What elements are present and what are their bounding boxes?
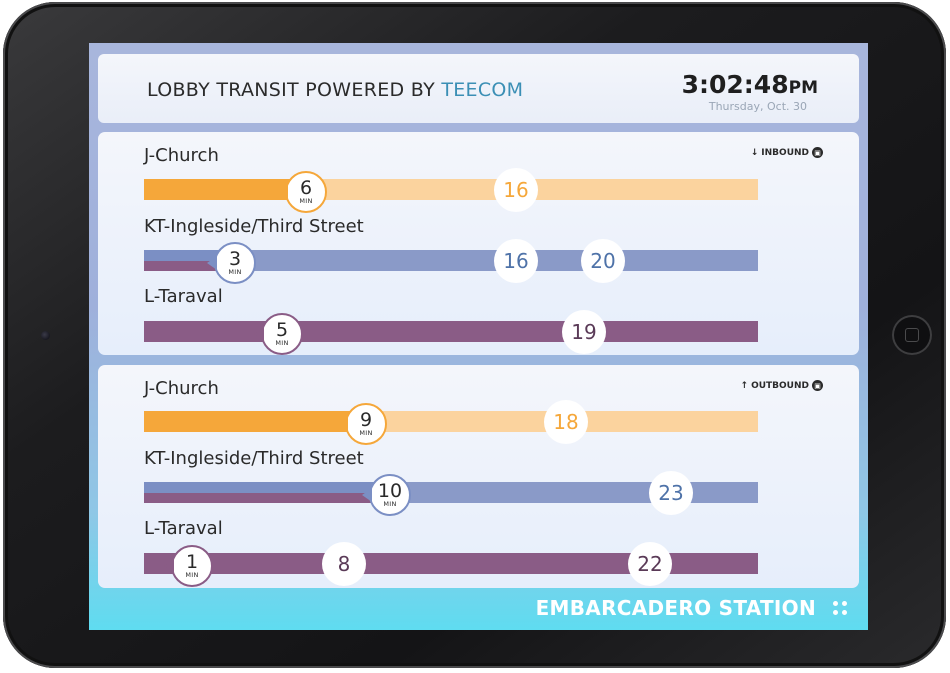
track-progress: [144, 179, 298, 200]
date-label: Thursday, Oct. 30: [708, 100, 807, 113]
clock-ampm: PM: [788, 78, 818, 98]
arrival-minutes: 20: [590, 248, 616, 273]
next-arrival-badge[interactable]: 10 MIN: [362, 473, 411, 516]
screen: LOBBY TRANSIT POWERED BY TEECOM 3:02:48P…: [89, 43, 868, 630]
later-arrival-badge[interactable]: 8: [322, 541, 366, 586]
inbound-panel: ↓ INBOUND ▣ J-Church 6 MIN 16 KT-Inglesid…: [98, 132, 859, 355]
track-progress: [144, 250, 228, 271]
page-title: LOBBY TRANSIT POWERED BY TEECOM: [147, 79, 523, 101]
menu-dots-icon[interactable]: [833, 601, 847, 615]
direction-badge: ↓ INBOUND ▣: [751, 147, 823, 158]
route-track: 3 MIN 16 20: [144, 238, 758, 284]
route-name: J-Church: [144, 145, 219, 166]
next-arrival-badge[interactable]: 3 MIN: [207, 241, 256, 284]
arrival-minutes: 8: [337, 551, 351, 576]
next-arrival-badge[interactable]: 6 MIN: [278, 170, 327, 213]
arrival-minutes: 23: [658, 480, 684, 505]
header-panel: LOBBY TRANSIT POWERED BY TEECOM 3:02:48P…: [98, 54, 859, 123]
down-arrow-icon: ↓: [750, 147, 759, 158]
arrival-minutes: 3: [228, 247, 242, 270]
route-name: KT-Ingleside/Third Street: [144, 216, 364, 237]
train-icon: ▣: [812, 147, 823, 158]
minute-unit: MIN: [185, 570, 199, 579]
train-icon: ▣: [812, 380, 823, 391]
minute-unit: MIN: [275, 338, 289, 347]
next-arrival-badge[interactable]: 1 MIN: [164, 544, 213, 587]
arrival-minutes: 16: [503, 248, 529, 273]
clock-time: 3:02:48: [681, 70, 789, 99]
arrival-minutes: 6: [299, 176, 313, 199]
arrival-minutes: 9: [359, 408, 373, 431]
arrival-minutes: 5: [275, 318, 289, 341]
arrival-minutes: 18: [553, 409, 579, 434]
route-name: L-Taraval: [144, 518, 223, 539]
track-progress: [144, 411, 359, 432]
minute-unit: MIN: [383, 499, 397, 508]
later-arrival-badge[interactable]: 16: [494, 167, 538, 212]
route-track: 5 MIN 19: [144, 309, 758, 355]
later-arrival-badge[interactable]: 20: [581, 238, 625, 283]
clock: 3:02:48PM: [682, 72, 818, 97]
arrival-minutes: 1: [185, 550, 199, 573]
route-name: KT-Ingleside/Third Street: [144, 448, 364, 469]
route-track: 1 MIN 8 22: [144, 541, 758, 587]
brand-name: TEECOM: [441, 79, 524, 101]
route-track: 10 MIN 23: [144, 470, 758, 516]
arrival-minutes: 22: [637, 551, 663, 576]
track-progress: [144, 482, 382, 503]
next-arrival-badge[interactable]: 5 MIN: [254, 312, 303, 355]
tablet-frame: LOBBY TRANSIT POWERED BY TEECOM 3:02:48P…: [3, 2, 946, 668]
up-arrow-icon: ↑: [740, 380, 749, 391]
station-name: EMBARCADERO STATION: [535, 596, 816, 620]
minute-unit: MIN: [299, 196, 313, 205]
later-arrival-badge[interactable]: 19: [562, 309, 606, 354]
direction-badge: ↑ OUTBOUND ▣: [741, 380, 823, 391]
route-name: L-Taraval: [144, 286, 223, 307]
route-track: 9 MIN 18: [144, 399, 758, 445]
minute-unit: MIN: [228, 267, 242, 276]
direction-label: INBOUND: [761, 147, 809, 158]
next-arrival-badge[interactable]: 9 MIN: [338, 402, 387, 445]
later-arrival-badge[interactable]: 23: [649, 470, 693, 515]
front-camera: [41, 331, 50, 340]
later-arrival-badge[interactable]: 18: [544, 399, 588, 444]
arrival-minutes: 10: [377, 479, 403, 502]
outbound-panel: ↑ OUTBOUND ▣ J-Church 9 MIN 18 KT-Inglesi…: [98, 365, 859, 588]
arrival-minutes: 19: [571, 319, 597, 344]
title-prefix: LOBBY TRANSIT POWERED BY: [147, 79, 442, 101]
route-track: 6 MIN 16: [144, 167, 758, 213]
arrival-minutes: 16: [503, 177, 529, 202]
minute-unit: MIN: [359, 428, 373, 437]
route-name: J-Church: [144, 378, 219, 399]
direction-label: OUTBOUND: [751, 380, 809, 391]
later-arrival-badge[interactable]: 16: [494, 238, 538, 283]
home-button[interactable]: [892, 315, 932, 355]
later-arrival-badge[interactable]: 22: [628, 541, 672, 586]
